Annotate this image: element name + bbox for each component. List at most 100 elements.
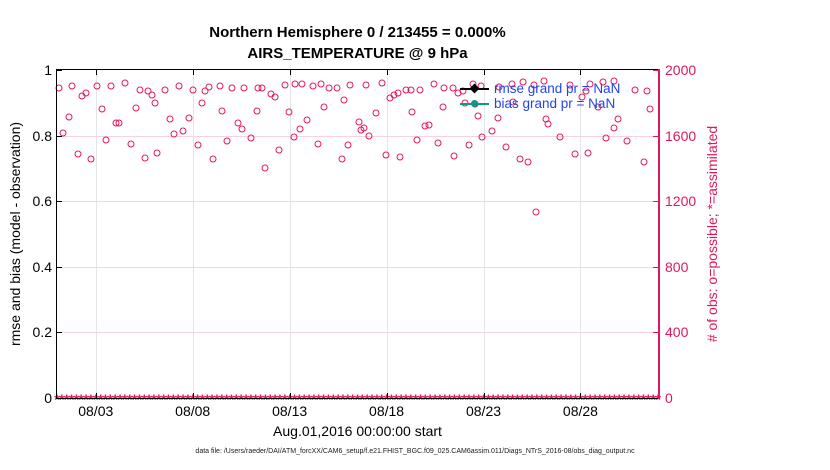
obs-assimilated-marker: * <box>286 391 293 409</box>
obs-possible-point <box>151 99 159 107</box>
obs-assimilated-marker: * <box>582 391 589 409</box>
obs-assimilated-marker: * <box>272 391 279 409</box>
obs-possible-point <box>434 139 442 147</box>
obs-assimilated-marker: * <box>572 391 579 409</box>
obs-assimilated-marker: * <box>466 391 472 409</box>
obs-assimilated-marker: * <box>296 391 303 409</box>
obs-assimilated-marker: * <box>257 391 264 409</box>
obs-assimilated-marker: * <box>611 391 618 409</box>
horizontal-gridline <box>57 135 658 137</box>
obs-assimilated-marker: * <box>625 391 632 409</box>
vertical-gridline <box>386 70 388 398</box>
obs-assimilated-marker: * <box>189 391 196 409</box>
obs-assimilated-marker: * <box>194 391 201 409</box>
right-tick-label: 800 <box>665 258 689 275</box>
obs-assimilated-marker: * <box>344 391 351 409</box>
obs-possible-point <box>132 104 140 112</box>
x-axis-label: Aug.01,2016 00:00:00 start <box>273 423 442 439</box>
obs-possible-point <box>631 86 639 94</box>
obs-assimilated-marker: * <box>635 391 642 409</box>
obs-possible-point <box>320 103 328 111</box>
obs-assimilated-marker: * <box>548 391 555 409</box>
obs-possible-point <box>378 79 386 87</box>
obs-possible-point <box>298 80 306 88</box>
obs-assimilated-marker: * <box>223 391 230 409</box>
obs-assimilated-marker: * <box>112 391 119 409</box>
obs-assimilated-marker: * <box>262 391 269 409</box>
obs-assimilated-marker: * <box>509 391 516 409</box>
obs-possible-point <box>465 141 473 149</box>
right-tick-mark <box>653 201 658 203</box>
x-tick-mark-top <box>192 70 194 75</box>
right-tick-label: 1600 <box>665 127 697 144</box>
obs-assimilated-marker: * <box>543 391 550 409</box>
right-tick-mark <box>653 332 658 334</box>
obs-assimilated-marker: * <box>54 391 60 409</box>
obs-assimilated-marker: * <box>441 391 448 409</box>
obs-possible-point <box>610 77 618 85</box>
obs-possible-point <box>291 80 299 88</box>
plot-area: * * * * * * * * * * * * * * * * * * * * * * * * * * * * * * * * * * * * * * * *… <box>54 69 661 408</box>
obs-assimilated-marker: * <box>514 391 521 409</box>
obs-assimilated-marker: * <box>97 391 104 409</box>
obs-possible-point <box>530 81 538 89</box>
left-axis-label: rmse and bias (model - observation) <box>7 121 23 347</box>
obs-assimilated-marker: * <box>349 391 356 409</box>
x-tick-label: 08/13 <box>272 403 308 419</box>
obs-assimilated-marker: * <box>616 391 623 409</box>
x-tick-mark <box>386 393 388 398</box>
obs-assimilated-marker: * <box>325 391 332 409</box>
obs-possible-point <box>614 115 622 123</box>
obs-assimilated-marker: * <box>63 391 70 409</box>
vertical-gridline <box>580 70 582 398</box>
obs-possible-point <box>362 81 370 89</box>
obs-possible-point <box>382 151 390 159</box>
x-tick-mark-top <box>289 70 291 75</box>
obs-assimilated-marker: * <box>335 391 342 409</box>
left-tick-mark <box>57 201 62 203</box>
obs-possible-point <box>646 105 654 113</box>
obs-possible-point <box>502 143 510 151</box>
right-tick-mark <box>653 266 658 268</box>
obs-possible-point <box>416 86 424 94</box>
obs-possible-point <box>439 103 447 111</box>
obs-assimilated-marker: * <box>136 391 143 409</box>
obs-assimilated-marker: * <box>567 391 574 409</box>
obs-possible-point <box>355 118 363 126</box>
obs-assimilated-marker: * <box>218 391 225 409</box>
obs-assimilated-marker: * <box>461 391 468 409</box>
right-tick-label: 2000 <box>665 62 697 78</box>
x-tick-mark-top <box>386 70 388 75</box>
obs-assimilated-marker: * <box>519 391 526 409</box>
obs-possible-point <box>610 124 618 132</box>
left-tick-label: 0.6 <box>32 193 52 210</box>
x-tick-mark-top <box>483 70 485 75</box>
obs-possible-point <box>544 120 552 128</box>
obs-possible-point <box>247 134 255 142</box>
bias-circle-icon <box>471 100 478 107</box>
data-file-note: data file: /Users/raeder/DAI/ATM_forcXX/… <box>195 448 635 455</box>
obs-assimilated-marker: * <box>310 391 317 409</box>
obs-assimilated-marker: * <box>330 391 337 409</box>
x-tick-mark <box>483 393 485 398</box>
obs-possible-point <box>166 115 174 123</box>
vertical-gridline <box>192 70 194 398</box>
obs-possible-point <box>317 80 325 88</box>
obs-possible-point <box>82 89 90 97</box>
obs-assimilated-marker: * <box>277 391 283 409</box>
obs-possible-point <box>425 121 433 129</box>
obs-possible-point <box>314 140 322 148</box>
obs-assimilated-marker: * <box>180 391 186 409</box>
obs-assimilated-marker: * <box>451 391 458 409</box>
obs-assimilated-marker: * <box>184 391 191 409</box>
obs-assimilated-marker: * <box>165 391 172 409</box>
obs-possible-point <box>594 103 602 111</box>
obs-possible-point <box>643 87 651 95</box>
obs-possible-point <box>161 86 169 94</box>
obs-possible-point <box>141 154 149 162</box>
obs-possible-point <box>494 114 502 122</box>
obs-assimilated-marker: * <box>553 391 560 409</box>
obs-possible-point <box>325 84 333 92</box>
obs-assimilated-marker: * <box>587 391 594 409</box>
obs-assimilated-marker: * <box>121 391 128 409</box>
